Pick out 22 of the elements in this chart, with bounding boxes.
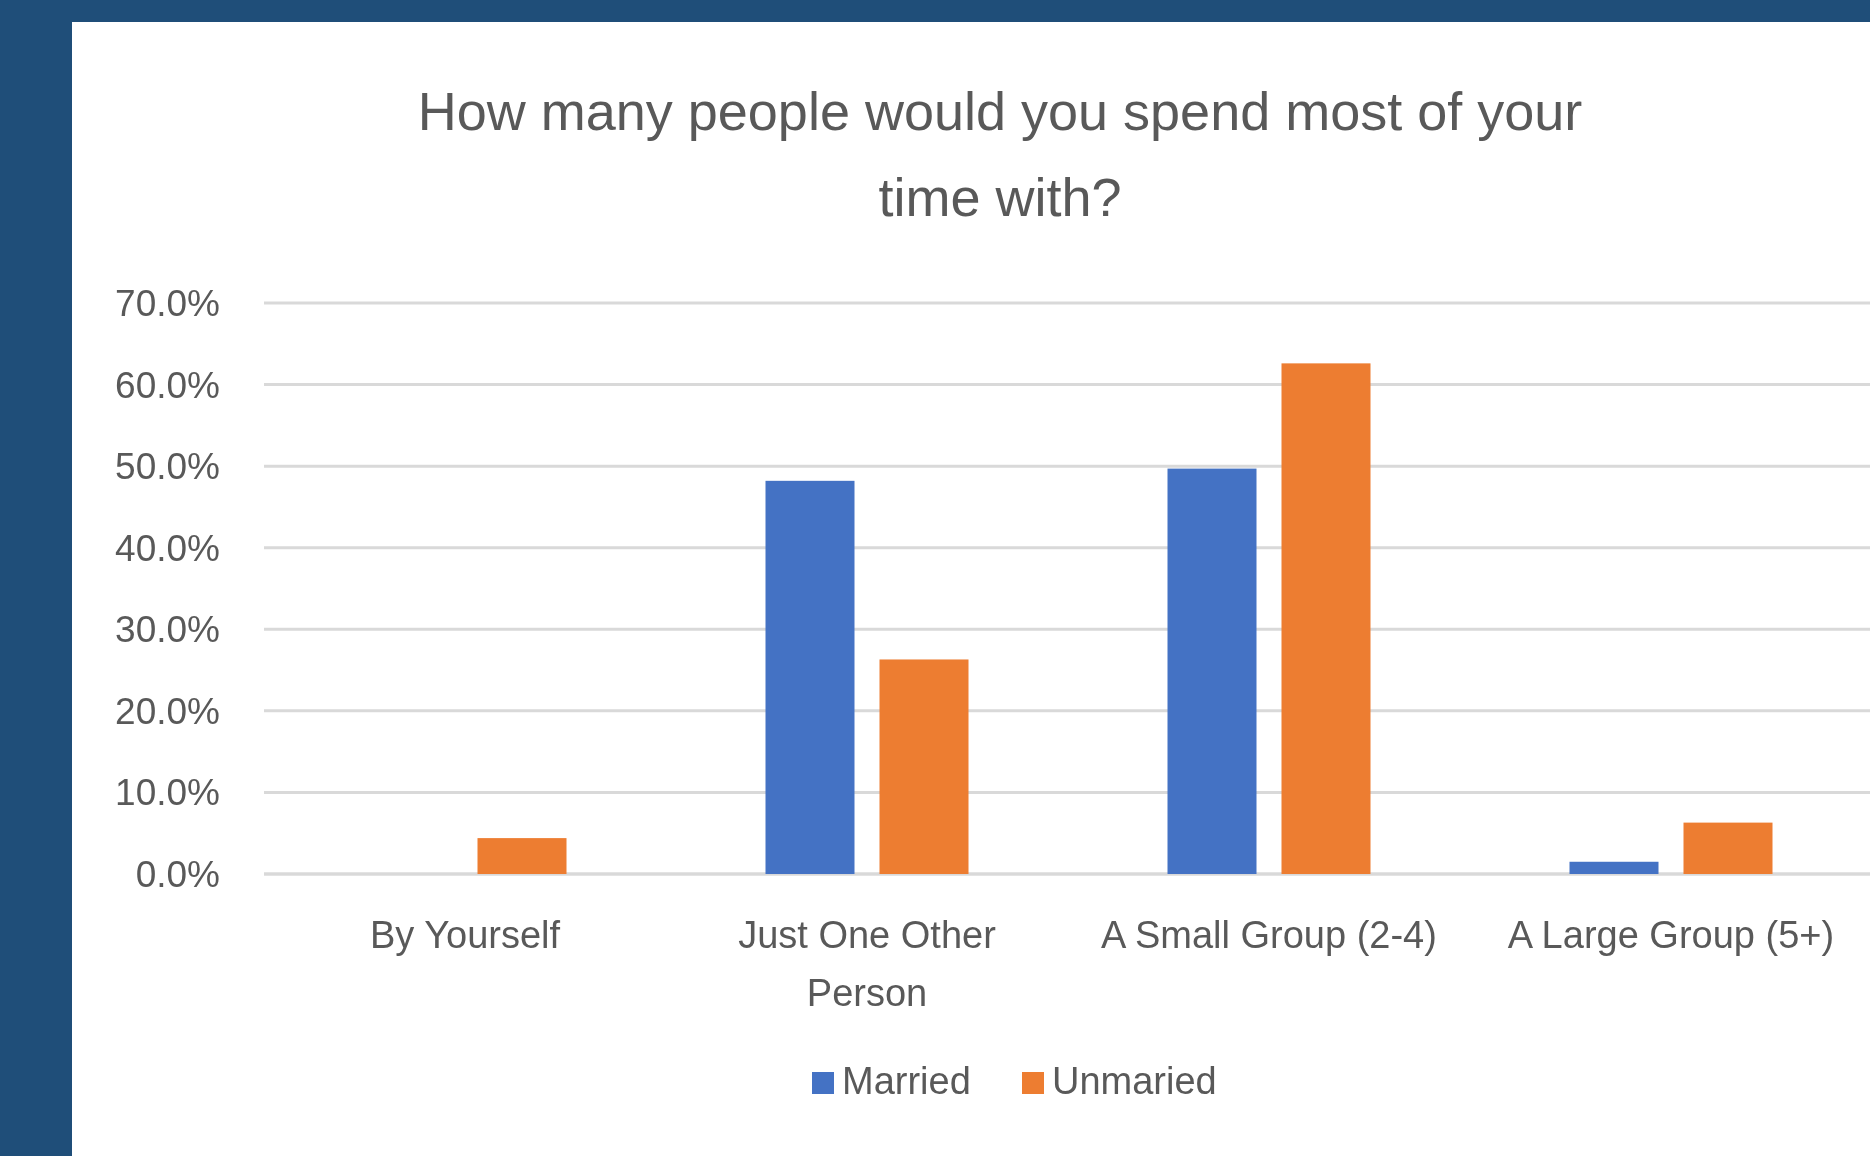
legend-label: Unmaried — [1052, 1060, 1217, 1102]
x-tick-label: A Small Group (2-4) — [1101, 914, 1437, 956]
y-tick-label: 40.0% — [115, 527, 220, 569]
y-tick-label: 60.0% — [115, 364, 220, 406]
y-tick-label: 50.0% — [115, 446, 220, 488]
x-tick-label: By Yourself — [369, 914, 561, 956]
bar — [1167, 468, 1257, 874]
y-tick-label: 0.0% — [135, 853, 220, 895]
y-tick-label: 30.0% — [115, 609, 220, 651]
y-tick-label: 20.0% — [115, 690, 220, 732]
x-tick-label: A Large Group (5+) — [1507, 914, 1835, 956]
bar — [765, 480, 855, 874]
bar — [477, 838, 567, 874]
chart-title: How many people would you spend most of your time with? — [417, 81, 1583, 227]
x-tick-label: Just One Other Person — [738, 914, 997, 1014]
bar — [879, 659, 969, 874]
bar — [1281, 363, 1371, 874]
y-tick-label: 10.0% — [115, 772, 220, 814]
bar — [1569, 861, 1659, 874]
y-tick-label: 70.0% — [115, 282, 220, 324]
legend-label: Married — [842, 1060, 971, 1102]
bar — [1683, 822, 1773, 874]
